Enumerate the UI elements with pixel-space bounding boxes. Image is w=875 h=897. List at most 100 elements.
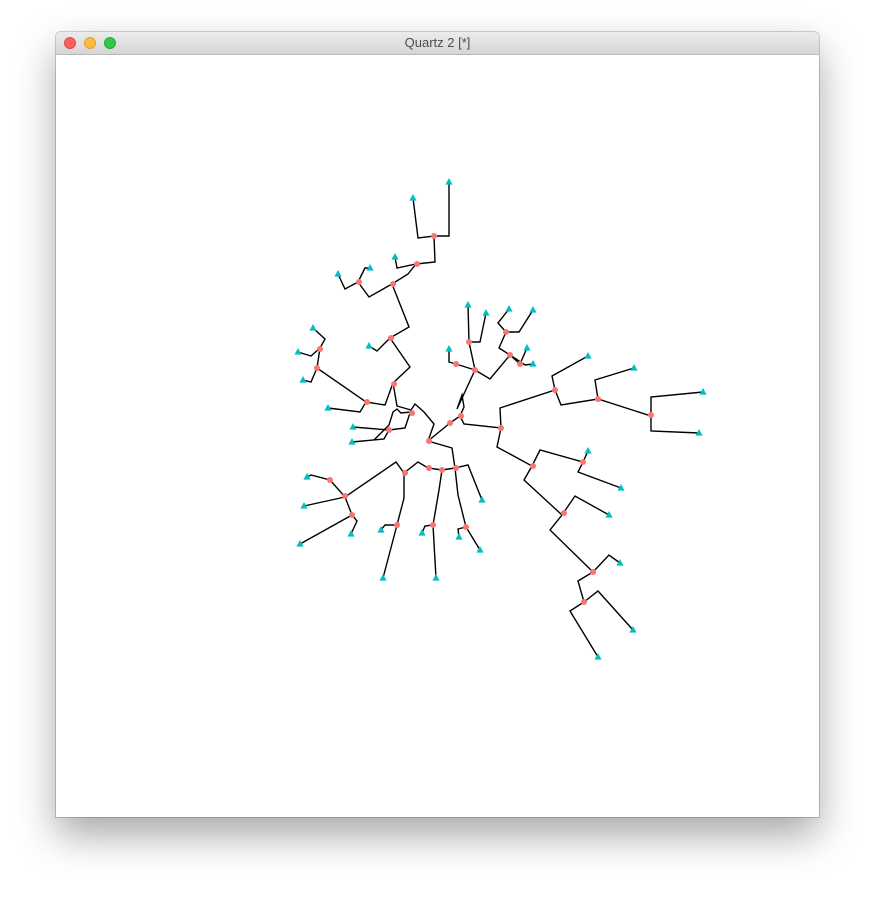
tip-marker-23 xyxy=(584,447,592,454)
tree-edge-18 xyxy=(469,312,487,343)
internal-node-7 xyxy=(414,261,420,267)
internal-node-35 xyxy=(466,339,472,345)
tree-edge-1 xyxy=(410,402,456,469)
internal-node-36 xyxy=(507,352,513,358)
tree-edge-42 xyxy=(454,467,481,551)
tip-marker-5 xyxy=(365,342,373,349)
tip-marker-9 xyxy=(324,404,332,411)
internal-node-0 xyxy=(426,438,432,444)
tip-marker-13 xyxy=(464,301,472,308)
internal-node-13 xyxy=(386,427,392,433)
internal-node-10 xyxy=(364,399,370,405)
tip-marker-19 xyxy=(584,352,592,359)
tree-edge-11 xyxy=(302,367,318,383)
tree-edge-26 xyxy=(594,367,635,400)
internal-node-3 xyxy=(409,410,415,416)
tree-edge-17 xyxy=(467,304,476,371)
tip-marker-27 xyxy=(629,626,637,633)
tip-marker-1 xyxy=(409,194,417,201)
tip-marker-21 xyxy=(699,388,707,395)
internal-node-18 xyxy=(530,463,536,469)
tree-edge-25 xyxy=(650,391,704,416)
tip-marker-6 xyxy=(309,324,317,331)
zoom-button[interactable] xyxy=(104,37,116,49)
tree-edge-8 xyxy=(368,337,391,352)
tree-edge-10 xyxy=(312,327,326,349)
title-bar[interactable]: Quartz 2 [*] xyxy=(56,32,819,55)
tree-edge-27 xyxy=(551,355,589,391)
internal-node-23 xyxy=(453,465,459,471)
tip-marker-31 xyxy=(455,533,463,540)
internal-node-16 xyxy=(595,396,601,402)
internal-node-33 xyxy=(472,367,478,373)
internal-node-25 xyxy=(426,465,432,471)
tree-edge-5 xyxy=(391,256,418,285)
minimize-button[interactable] xyxy=(84,37,96,49)
tip-marker-36 xyxy=(347,530,355,537)
internal-node-34 xyxy=(453,361,459,367)
internal-node-6 xyxy=(390,281,396,287)
tip-marker-7 xyxy=(294,348,302,355)
tip-marker-3 xyxy=(366,264,374,271)
internal-node-15 xyxy=(552,387,558,393)
tree-edge-39 xyxy=(380,524,397,531)
tip-marker-26 xyxy=(616,559,624,566)
tip-marker-16 xyxy=(529,306,537,313)
internal-node-30 xyxy=(394,522,400,528)
tip-marker-24 xyxy=(617,484,625,491)
tree-edge-33 xyxy=(577,461,622,489)
window-title: Quartz 2 [*] xyxy=(404,35,471,50)
tree-edge-30 xyxy=(592,554,621,573)
tip-marker-17 xyxy=(523,344,531,351)
internal-node-38 xyxy=(517,361,523,367)
internal-node-11 xyxy=(314,365,320,371)
tip-marker-18 xyxy=(529,360,537,367)
tree-edge-7 xyxy=(434,182,450,237)
internal-node-4 xyxy=(391,381,397,387)
tip-marker-20 xyxy=(630,364,638,371)
tree-edge-20 xyxy=(506,309,534,333)
tip-marker-2 xyxy=(391,253,399,260)
internal-node-32 xyxy=(463,524,469,530)
tree-edge-40 xyxy=(432,469,443,579)
internal-node-9 xyxy=(356,279,362,285)
internal-node-27 xyxy=(342,493,348,499)
internal-node-37 xyxy=(503,329,509,335)
tree-edge-15 xyxy=(427,363,476,442)
tree-edge-23 xyxy=(509,354,534,366)
tip-marker-8 xyxy=(299,376,307,383)
tree-edge-2 xyxy=(388,283,412,411)
internal-node-12 xyxy=(317,346,323,352)
internal-node-29 xyxy=(349,512,355,518)
tree-edge-29 xyxy=(583,590,634,631)
tip-marker-32 xyxy=(432,574,440,581)
internal-node-31 xyxy=(430,522,436,528)
internal-node-28 xyxy=(327,477,333,483)
tip-marker-39 xyxy=(303,473,311,480)
tree-edge-44 xyxy=(454,464,483,501)
tip-marker-28 xyxy=(594,653,602,660)
internal-node-2 xyxy=(458,413,464,419)
plot-area xyxy=(56,55,819,817)
internal-node-21 xyxy=(590,569,596,575)
internal-node-8 xyxy=(431,233,437,239)
tip-marker-37 xyxy=(296,540,304,547)
tip-marker-15 xyxy=(505,305,513,312)
tree-edge-21 xyxy=(497,308,510,333)
tree-edge-24 xyxy=(459,389,700,434)
internal-node-22 xyxy=(581,599,587,605)
tip-marker-11 xyxy=(348,438,356,445)
phylogenetic-tree xyxy=(294,178,707,660)
tip-marker-14 xyxy=(482,309,490,316)
tree-edge-14 xyxy=(351,429,390,443)
tip-marker-30 xyxy=(476,546,484,553)
tip-marker-33 xyxy=(418,529,426,536)
tree-edge-12 xyxy=(327,401,367,413)
close-button[interactable] xyxy=(64,37,76,49)
tree-edge-34 xyxy=(306,461,456,498)
tip-marker-25 xyxy=(605,511,613,518)
tree-edge-36 xyxy=(299,496,353,545)
tree-edge-32 xyxy=(531,449,589,467)
tip-marker-10 xyxy=(349,423,357,430)
tree-edge-38 xyxy=(382,473,405,579)
